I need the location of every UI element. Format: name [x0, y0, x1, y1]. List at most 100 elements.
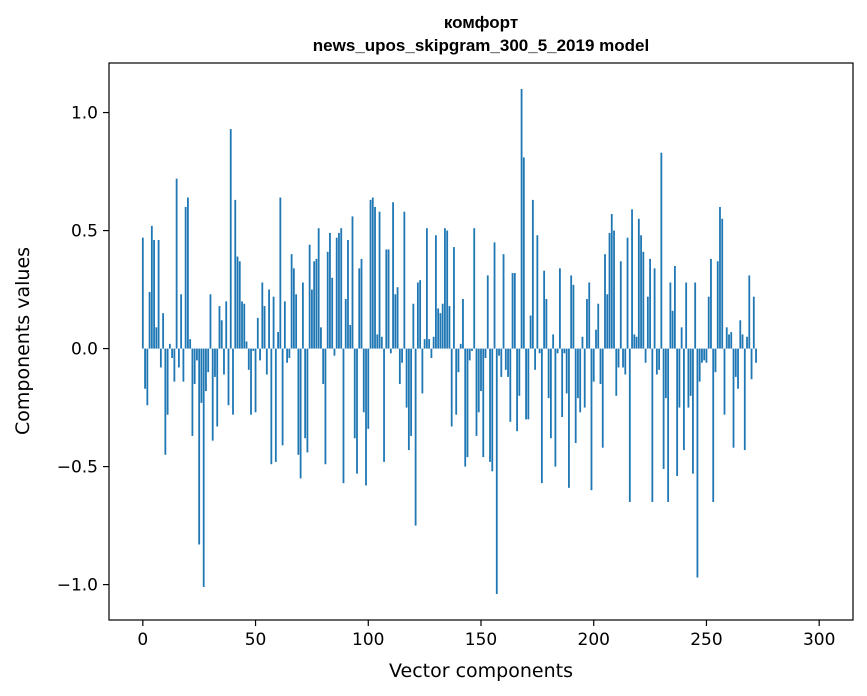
bar-155: [491, 348, 494, 472]
bar-82: [326, 251, 329, 349]
bar-216: [628, 348, 631, 502]
bar-89: [342, 348, 345, 484]
bar-169: [522, 157, 525, 349]
bar-228: [655, 348, 658, 375]
bar-58: [272, 296, 275, 349]
bar-263: [734, 348, 737, 377]
bar-174: [534, 348, 537, 370]
bar-12: [168, 343, 171, 349]
bar-91: [347, 240, 349, 349]
bar-25: [198, 348, 201, 545]
bar-254: [714, 348, 717, 373]
bar-3: [148, 291, 151, 349]
bar-94: [353, 348, 356, 439]
bar-128: [430, 348, 433, 359]
bar-20: [187, 197, 189, 349]
bar-182: [552, 334, 555, 349]
bar-0: [141, 237, 144, 349]
bar-38: [227, 348, 230, 406]
bar-161: [504, 348, 507, 370]
bar-33: [216, 348, 219, 427]
bar-54: [263, 306, 266, 349]
bar-104: [376, 334, 379, 349]
bar-201: [595, 329, 597, 349]
bar-31: [211, 348, 214, 441]
bar-162: [507, 348, 509, 377]
bar-241: [685, 282, 688, 349]
bar-172: [529, 315, 532, 349]
bar-64: [286, 348, 289, 363]
bar-253: [712, 348, 715, 502]
bar-95: [356, 348, 358, 474]
bar-156: [493, 242, 496, 349]
bar-88: [340, 228, 343, 349]
bar-266: [741, 334, 744, 349]
bar-23: [193, 348, 196, 384]
bar-13: [171, 348, 174, 359]
bar-238: [678, 348, 681, 408]
x-tick-label: 0: [137, 630, 148, 650]
bar-30: [209, 294, 212, 349]
y-axis-ticks: −1.0 −0.5 0.0 0.5 1.0: [57, 104, 109, 596]
bar-240: [683, 348, 685, 451]
bar-71: [301, 282, 304, 349]
bar-127: [428, 339, 431, 349]
bar-63: [283, 301, 286, 349]
bar-119: [410, 348, 413, 436]
bar-109: [387, 249, 390, 349]
bar-123: [419, 280, 422, 349]
x-tick-label: 200: [578, 630, 610, 650]
bar-178: [543, 270, 546, 349]
bar-7: [157, 240, 160, 349]
bar-66: [290, 254, 293, 349]
bar-236: [673, 265, 676, 349]
bar-115: [401, 348, 403, 363]
bar-218: [633, 334, 636, 349]
bar-79: [320, 327, 322, 349]
bar-146: [471, 348, 473, 351]
bar-230: [660, 152, 663, 349]
bar-77: [315, 258, 318, 349]
bar-26: [200, 348, 203, 403]
bar-17: [180, 294, 183, 349]
bar-222: [642, 251, 645, 349]
bar-215: [626, 237, 629, 349]
bar-98: [362, 348, 365, 413]
bar-264: [737, 348, 739, 389]
bar-191: [572, 284, 575, 349]
bar-164: [511, 273, 514, 349]
bar-209: [613, 230, 615, 349]
bar-131: [437, 308, 440, 349]
bar-179: [545, 299, 548, 349]
bar-48: [250, 348, 252, 415]
bar-207: [608, 232, 611, 349]
bar-19: [184, 206, 187, 349]
bar-118: [407, 348, 410, 451]
bar-197: [586, 299, 588, 349]
bar-102: [371, 197, 374, 349]
bar-110: [389, 348, 392, 354]
bar-107: [383, 348, 385, 462]
y-tick-label: −0.5: [57, 458, 98, 478]
bar-97: [360, 258, 363, 349]
bar-153: [486, 275, 489, 349]
x-axis-label: Vector components: [389, 660, 573, 682]
bar-239: [680, 327, 683, 349]
bar-250: [705, 348, 708, 363]
bar-193: [577, 348, 579, 399]
bar-202: [597, 303, 600, 349]
bar-15: [175, 178, 178, 349]
bar-189: [568, 348, 570, 488]
bar-187: [563, 348, 566, 354]
bar-70: [299, 348, 302, 479]
bar-221: [640, 235, 642, 349]
bar-130: [435, 235, 437, 349]
bar-101: [369, 199, 372, 349]
bar-5: [153, 240, 155, 349]
bar-113: [396, 287, 399, 349]
bar-132: [439, 313, 442, 349]
bar-150: [480, 348, 482, 392]
bar-45: [243, 303, 246, 349]
bar-180: [547, 348, 550, 399]
bar-175: [536, 235, 539, 349]
